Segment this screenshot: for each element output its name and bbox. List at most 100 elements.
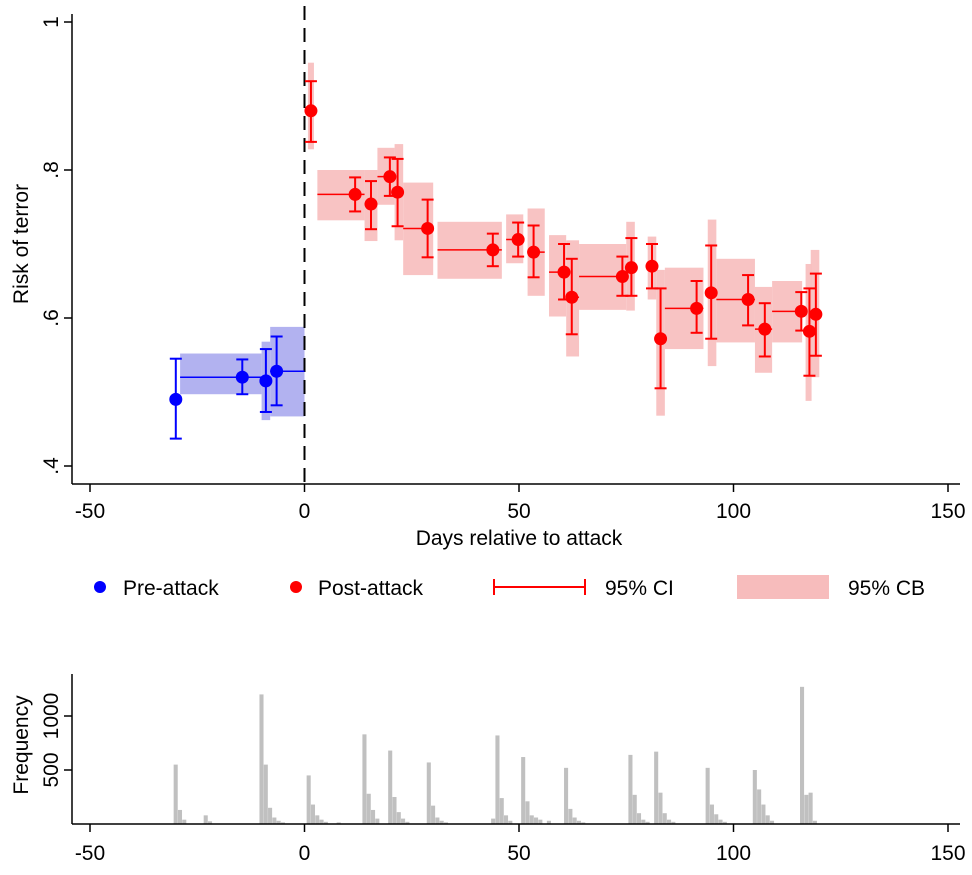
post-attack-point bbox=[527, 245, 541, 259]
confidence-band bbox=[180, 353, 262, 395]
histogram-bar bbox=[203, 815, 208, 824]
histogram-bar bbox=[392, 797, 397, 824]
post-attack-point bbox=[383, 170, 397, 184]
histogram-bar bbox=[546, 820, 551, 824]
histogram-bar bbox=[268, 807, 273, 824]
post-attack-point bbox=[486, 243, 500, 257]
histogram-bar bbox=[641, 819, 646, 824]
post-attack-point bbox=[794, 304, 808, 318]
x-tick-label: -50 bbox=[75, 500, 105, 523]
post-attack-point bbox=[304, 104, 318, 118]
histogram-bar bbox=[366, 793, 371, 824]
histogram-bar bbox=[396, 812, 401, 824]
y-tick-label: 1 bbox=[40, 16, 63, 28]
histogram-bar bbox=[263, 764, 268, 824]
histogram-bar bbox=[654, 751, 659, 824]
legend-pre-attack-marker bbox=[94, 581, 106, 593]
x-tick-label: 150 bbox=[930, 500, 965, 523]
post-attack-point bbox=[624, 261, 638, 275]
histogram-bar bbox=[521, 757, 526, 824]
histogram-bar bbox=[705, 767, 710, 824]
data-points bbox=[169, 104, 823, 406]
x-axis-label: Days relative to attack bbox=[416, 527, 623, 550]
histogram-bar bbox=[662, 813, 667, 824]
post-attack-point bbox=[654, 332, 668, 346]
histogram-x-tick-label: 150 bbox=[930, 842, 965, 865]
post-attack-point bbox=[511, 233, 525, 247]
histogram-bar bbox=[310, 804, 316, 824]
post-attack-point bbox=[364, 197, 378, 211]
histogram-bar bbox=[769, 820, 775, 824]
histogram-bars bbox=[173, 686, 817, 824]
pre-attack-point bbox=[235, 370, 249, 384]
histogram-bar bbox=[401, 818, 406, 824]
histogram-x-tick-label: 0 bbox=[299, 842, 311, 865]
histogram-x-tick-label: 50 bbox=[507, 842, 530, 865]
histogram-bar bbox=[272, 817, 277, 824]
histogram-bar bbox=[443, 822, 449, 824]
histogram-bar bbox=[431, 805, 436, 824]
histogram-bar bbox=[812, 820, 817, 824]
pre-attack-point bbox=[270, 364, 284, 378]
x-tick-label: 100 bbox=[716, 500, 751, 523]
histogram-bar bbox=[435, 817, 440, 824]
post-attack-point bbox=[802, 324, 816, 338]
histogram-bar bbox=[525, 801, 530, 824]
histogram-bar bbox=[280, 822, 285, 824]
histogram-x-tick-label: 100 bbox=[716, 842, 751, 865]
histogram-bar bbox=[259, 694, 264, 824]
histogram-bar bbox=[538, 819, 543, 824]
post-attack-point bbox=[615, 270, 629, 284]
x-tick-label: 0 bbox=[299, 500, 311, 523]
x-tick-label: 50 bbox=[507, 500, 530, 523]
histogram-bar bbox=[426, 762, 431, 824]
post-attack-point bbox=[758, 322, 772, 336]
post-attack-point bbox=[690, 301, 704, 315]
histogram-bar bbox=[799, 686, 805, 824]
post-attack-point bbox=[645, 259, 659, 273]
histogram-bar bbox=[576, 820, 581, 824]
histogram-bar bbox=[568, 808, 573, 824]
histogram-bar bbox=[808, 792, 813, 824]
histogram-bar bbox=[439, 820, 444, 824]
histogram-bar bbox=[636, 813, 642, 824]
histogram-axes: -50 0 50 100 150 500 1000 bbox=[40, 674, 966, 865]
histogram-bar bbox=[336, 822, 341, 824]
histogram-bar bbox=[572, 817, 577, 824]
histogram-bar bbox=[658, 792, 663, 824]
histogram-bar bbox=[632, 794, 637, 824]
post-attack-point bbox=[565, 290, 579, 304]
pre-attack-point bbox=[169, 392, 183, 406]
histogram-bar bbox=[491, 818, 496, 824]
histogram-bar bbox=[718, 819, 723, 824]
legend-post-attack-marker bbox=[290, 581, 302, 593]
histogram-bar bbox=[761, 804, 766, 824]
histogram-bar bbox=[628, 754, 633, 824]
histogram-bar bbox=[722, 821, 727, 824]
post-attack-point bbox=[348, 187, 362, 201]
histogram-bar bbox=[671, 821, 676, 824]
histogram-bar bbox=[177, 809, 183, 824]
histogram-bar bbox=[804, 794, 809, 824]
histogram-bar bbox=[499, 798, 504, 824]
risk-plot-axes: -50 0 50 100 150 .4 .6 .8 1 bbox=[40, 14, 966, 523]
post-attack-point bbox=[704, 286, 718, 300]
post-attack-point bbox=[421, 221, 435, 235]
histogram-y-tick-label: 1000 bbox=[40, 693, 63, 740]
post-attack-point bbox=[391, 185, 405, 199]
legend-cb-marker bbox=[737, 575, 829, 599]
histogram-bar bbox=[714, 814, 719, 824]
confidence-band bbox=[549, 235, 567, 317]
histogram-bar bbox=[765, 815, 770, 824]
histogram-bar bbox=[581, 822, 586, 824]
histogram-bar bbox=[375, 818, 380, 824]
y-axis-label: Risk of terror bbox=[10, 184, 33, 304]
frequency-histogram: -50 0 50 100 150 500 1000 Frequency bbox=[10, 674, 966, 865]
histogram-bar bbox=[306, 775, 311, 824]
post-attack-point bbox=[741, 293, 755, 306]
post-attack-point bbox=[557, 265, 571, 279]
histogram-bar bbox=[645, 821, 650, 824]
histogram-x-tick-label: -50 bbox=[75, 842, 105, 865]
